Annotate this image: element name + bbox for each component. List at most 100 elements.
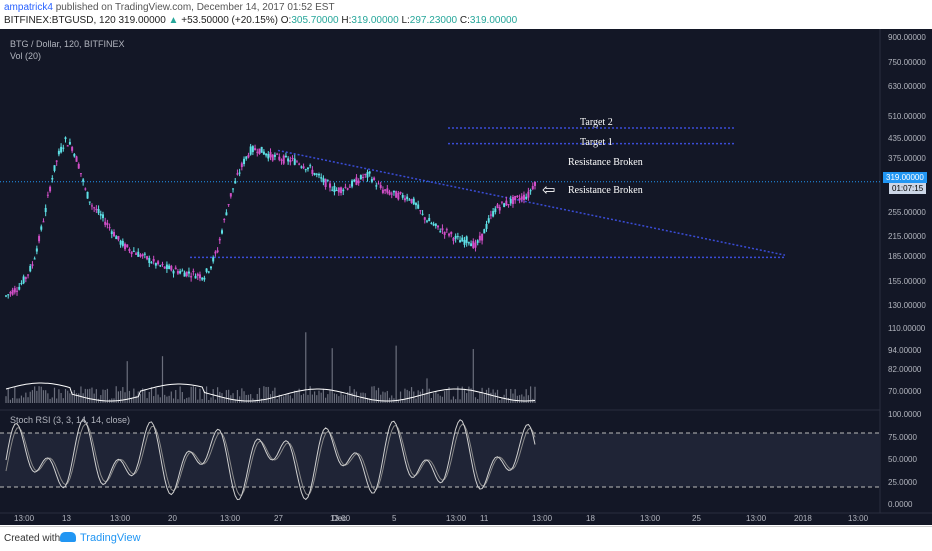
volume-bar — [388, 397, 391, 403]
volume-bar — [529, 386, 532, 403]
volume-bar — [168, 395, 170, 403]
volume-bar — [371, 386, 373, 403]
volume-bar — [280, 396, 283, 403]
volume-bar — [203, 390, 205, 403]
candle-body — [137, 251, 140, 257]
candle-body — [249, 146, 252, 155]
volume-bar — [97, 398, 100, 403]
candle-body — [260, 146, 263, 153]
time-tick-label: 13:00 — [14, 514, 35, 523]
volume-bar — [183, 399, 186, 403]
candle-body — [505, 200, 508, 206]
publish-info: ampatrick4 published on TradingView.com,… — [4, 2, 335, 13]
candle-body — [243, 158, 246, 165]
volume-bar — [415, 398, 417, 403]
tradingview-brand: TradingView — [80, 532, 141, 544]
volume-legend[interactable]: Vol (20) — [10, 51, 42, 61]
volume-bar — [404, 388, 406, 403]
volume-bar — [514, 389, 516, 403]
volume-bar — [100, 395, 102, 403]
candle-body — [165, 264, 168, 270]
volume-bar — [223, 397, 225, 403]
stoch-d-line — [5, 423, 536, 496]
candle-body — [207, 271, 210, 273]
candle-body — [295, 161, 298, 163]
volume-bar — [287, 394, 289, 403]
volume-bar — [494, 392, 496, 403]
candle-body — [64, 137, 67, 140]
volume-bar — [344, 395, 347, 403]
target1-label: Target 1 — [580, 137, 613, 148]
volume-bar — [166, 396, 168, 403]
candle-body — [194, 275, 197, 279]
candle-body — [51, 177, 54, 180]
volume-bar — [466, 393, 468, 403]
candle-body — [117, 236, 120, 240]
candle-body — [271, 154, 274, 161]
chart-area[interactable]: BTG / Dollar, 120, BITFINEX Vol (20) Sto… — [0, 29, 932, 525]
time-tick-label: 20 — [168, 514, 177, 523]
candle-body — [430, 222, 433, 224]
volume-bar — [212, 389, 214, 403]
volume-bar — [190, 386, 192, 403]
candle-body — [128, 249, 131, 251]
volume-bar — [194, 387, 197, 403]
price-tick-label: 130.00000 — [888, 301, 926, 311]
volume-bar — [291, 398, 294, 403]
candle-body — [434, 223, 437, 226]
candle-body — [90, 205, 93, 207]
candle-body — [417, 204, 420, 209]
candle-body — [55, 160, 58, 162]
candle-body — [66, 145, 69, 147]
author-link[interactable]: ampatrick4 — [4, 2, 53, 13]
time-badge: 01:07:15 — [889, 183, 927, 194]
volume-bar — [316, 395, 318, 403]
candle-body — [57, 150, 60, 155]
chart-svg — [0, 29, 932, 514]
candle-body — [262, 151, 265, 155]
volume-bar — [9, 399, 12, 403]
volume-bar — [161, 356, 164, 403]
candle-body — [95, 208, 98, 211]
volume-bar — [73, 390, 75, 403]
candle-body — [108, 227, 111, 229]
candle-body — [170, 265, 173, 271]
candle-body — [84, 188, 87, 190]
volume-bar — [309, 386, 311, 403]
candle-body — [99, 213, 102, 216]
volume-bar — [320, 392, 322, 403]
volume-bar — [150, 387, 153, 403]
candle-body — [359, 175, 362, 180]
time-tick-label: 25 — [692, 514, 701, 523]
candle-body — [148, 258, 151, 263]
volume-bar — [386, 390, 388, 403]
volume-bar — [254, 399, 256, 403]
candle-body — [340, 187, 343, 193]
candle-body — [218, 238, 221, 241]
time-tick-label: 13:00 — [746, 514, 767, 523]
candle-body — [130, 251, 133, 255]
candle-body — [113, 232, 116, 237]
candle-body — [27, 274, 30, 276]
symbol-label: BITFINEX:BTGUSD, 120 — [4, 15, 116, 26]
candle-body — [381, 189, 384, 193]
candle-body — [269, 152, 272, 158]
volume-bar — [347, 392, 349, 403]
candle-body — [24, 277, 27, 279]
candle-body — [351, 180, 354, 187]
main-legend[interactable]: BTG / Dollar, 120, BITFINEX — [10, 39, 125, 49]
time-tick-label: 18 — [586, 514, 595, 523]
candle-body — [370, 179, 373, 182]
candle-body — [234, 181, 237, 184]
candle-body — [342, 189, 345, 192]
volume-bar — [455, 399, 457, 403]
candle-body — [143, 253, 146, 255]
candle-body — [68, 142, 71, 145]
candle-body — [445, 229, 448, 231]
tradingview-logo[interactable]: TradingView — [60, 532, 141, 544]
volume-bar — [452, 396, 455, 403]
stoch-legend[interactable]: Stoch RSI (3, 3, 14, 14, close) — [10, 415, 131, 425]
time-tick-label: 13:00 — [220, 514, 241, 523]
volume-bar — [433, 393, 435, 403]
volume-bar — [450, 399, 452, 403]
